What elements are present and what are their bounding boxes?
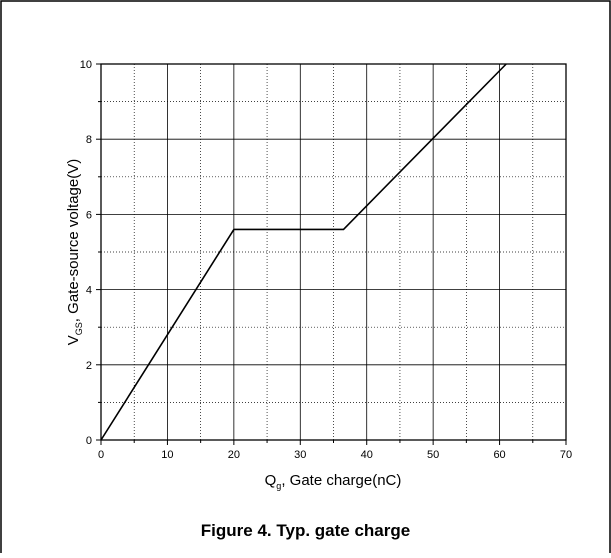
figure-caption: Figure 4. Typ. gate charge: [200, 521, 411, 540]
tick-labels: 0 10 20 30 40 50 60 70 0 2 4 6 8 10: [80, 59, 572, 461]
y-tick-label: 4: [86, 285, 92, 297]
y-axis-label-subscript: GS: [74, 322, 84, 335]
y-tick-label: 6: [86, 209, 92, 221]
y-tick-label: 0: [86, 435, 92, 447]
x-axis-label-subscript: g: [276, 481, 281, 491]
y-tick-label: 10: [80, 59, 92, 71]
x-axis-label: Qg, Gate charge(nC): [265, 472, 402, 491]
x-tick-label: 50: [427, 449, 439, 461]
x-tick-label: 0: [98, 449, 104, 461]
x-axis-label-rest: , Gate charge(nC): [281, 472, 401, 489]
x-tick-label: 70: [560, 449, 572, 461]
y-tick-label: 8: [86, 134, 92, 146]
y-axis-label-main: V: [65, 335, 82, 345]
x-tick-label: 40: [361, 449, 373, 461]
grid: [101, 64, 566, 440]
x-tick-label: 60: [493, 449, 505, 461]
y-axis-label-rest: , Gate-source voltage(V): [65, 159, 82, 322]
y-axis-label: VGS, Gate-source voltage(V): [65, 159, 84, 345]
series-line-vgs: [100, 63, 507, 441]
y-tick-label: 2: [86, 360, 92, 372]
x-tick-label: 30: [294, 449, 306, 461]
x-axis-label-main: Q: [265, 472, 277, 489]
x-tick-label: 20: [228, 449, 240, 461]
x-tick-label: 10: [161, 449, 173, 461]
axis-ticks: [96, 63, 567, 445]
